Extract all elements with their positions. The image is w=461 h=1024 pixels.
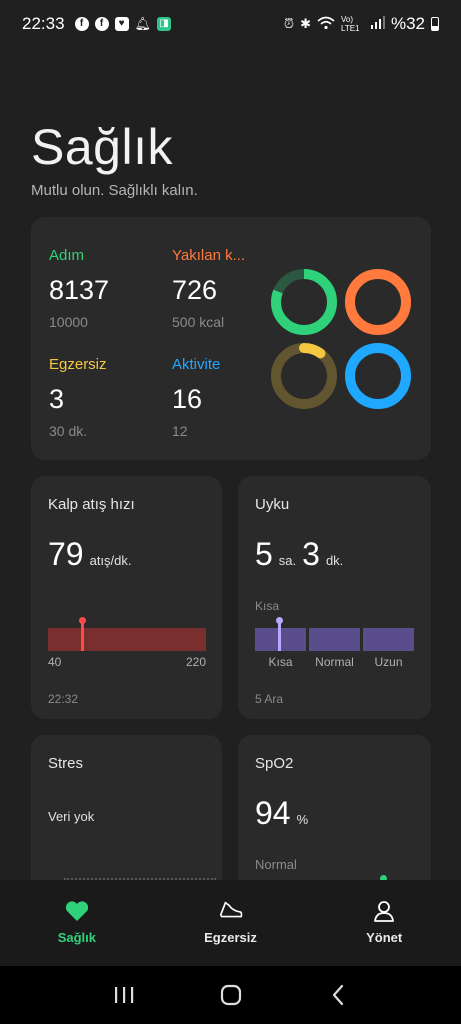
person-icon (371, 898, 397, 924)
heart-rate-time: 22:32 (48, 692, 79, 706)
spo2-status: Normal (255, 857, 297, 872)
calories-label: Yakılan k... (172, 247, 246, 264)
steps-label: Adım (49, 247, 85, 264)
battery-percent: %32 (390, 14, 425, 33)
spo2-unit: % (296, 812, 309, 827)
sleep-bar-long (363, 628, 414, 651)
activity-rings (271, 269, 411, 409)
heart-rate-value: 79 (48, 536, 84, 572)
exercise-value: 3 (49, 384, 65, 414)
sleep-hours: 5 (255, 536, 273, 572)
nav-tab-health[interactable]: Sağlık (0, 880, 154, 966)
heart-rate-card[interactable]: Kalp atış hızı 79 atış/dk. 40 220 22:32 (31, 476, 222, 719)
battery-icon (431, 17, 439, 31)
steps-value: 8137 (49, 275, 110, 305)
heart-rate-reading: 79 atış/dk. (48, 536, 132, 573)
home-icon[interactable] (216, 980, 246, 1010)
heart-rate-title: Kalp atış hızı (48, 496, 135, 513)
activity-goal: 12 (172, 423, 188, 439)
exercise-ring (271, 343, 337, 409)
heart-app-icon: ♥ (114, 17, 129, 31)
system-navigation-bar (0, 966, 461, 1024)
exercise-goal: 30 dk. (49, 423, 88, 439)
nav-label-exercise: Egzersiz (204, 930, 257, 945)
heart-rate-marker (79, 617, 87, 651)
activity-value: 16 (172, 384, 203, 414)
nav-tab-exercise[interactable]: Egzersiz (154, 880, 308, 966)
sleep-segment-normal: Normal (315, 655, 354, 669)
wifi-icon (317, 16, 335, 33)
shoe-icon (218, 898, 244, 924)
steps-metric: Adım 8137 10000 (49, 247, 139, 330)
stress-status: Veri yok (48, 809, 95, 824)
status-bar: 22:33 f f ♥ 🔔︎ ◨ ⏰︎ ✱ Vo) LTE1 %32 (0, 0, 461, 48)
nav-label-manage: Yönet (366, 930, 403, 945)
status-time: 22:33 (22, 14, 65, 33)
activity-ring (345, 343, 411, 409)
spo2-reading: 94 % (255, 795, 308, 832)
volte-label: Vo) LTE1 (340, 15, 360, 33)
signal-icon (370, 16, 385, 32)
bell-icon: 🔔︎ (134, 16, 152, 31)
sleep-current-label: Kısa (255, 599, 280, 613)
steps-ring (271, 269, 337, 335)
heart-rate-max: 220 (185, 655, 206, 669)
spo2-title: SpO2 (255, 755, 294, 772)
sleep-minutes: 3 (302, 536, 320, 572)
activity-label: Aktivite (172, 356, 221, 373)
recent-apps-icon[interactable] (109, 980, 139, 1010)
calories-metric: Yakılan k... 726 500 kcal (172, 247, 248, 330)
exercise-label: Egzersiz (49, 356, 107, 373)
sleep-card[interactable]: Uyku 5 sa. 3 dk. Kısa Kısa Normal Uzun 5… (238, 476, 431, 719)
stress-title: Stres (48, 755, 84, 772)
activity-metric: Aktivite 16 12 (172, 356, 262, 439)
alarm-icon: ⏰︎ (283, 16, 295, 31)
sleep-segment-short: Kısa (268, 655, 293, 669)
mi-fit-icon: ◨ (157, 17, 172, 31)
sleep-title: Uyku (255, 496, 290, 513)
sleep-hours-unit: sa. (278, 553, 297, 568)
heart-icon (64, 898, 90, 924)
sleep-segment-long: Uzun (374, 655, 403, 669)
nav-tab-manage[interactable]: Yönet (307, 880, 461, 966)
calories-value: 726 (172, 275, 218, 305)
page-subtitle: Mutlu olun. Sağlıklı kalın. (31, 182, 198, 199)
calories-goal: 500 kcal (172, 314, 225, 330)
bottom-navigation: Sağlık Egzersiz Yönet (0, 880, 461, 966)
spo2-value: 94 (255, 795, 291, 831)
activity-card[interactable]: Adım 8137 10000 Yakılan k... 726 500 kca… (31, 217, 431, 460)
sleep-minutes-unit: dk. (325, 553, 344, 568)
sleep-bar-normal (309, 628, 360, 651)
spo2-indicator-dot (380, 875, 387, 882)
exercise-metric: Egzersiz 3 30 dk. (49, 356, 139, 439)
page-title: Sağlık (31, 119, 173, 175)
sleep-date: 5 Ara (255, 692, 284, 706)
nav-label-health: Sağlık (57, 930, 96, 945)
heart-rate-unit: atış/dk. (89, 553, 132, 568)
back-icon[interactable] (323, 980, 353, 1010)
facebook-icon: f (74, 17, 89, 31)
heart-rate-range-bar (48, 628, 206, 651)
stress-placeholder-line (64, 878, 216, 880)
bluetooth-icon: ✱ (300, 16, 311, 31)
steps-goal: 10000 (49, 314, 88, 330)
sleep-range-bars (255, 628, 414, 651)
sleep-marker (276, 617, 283, 651)
facebook-icon: f (94, 17, 109, 31)
heart-rate-min: 40 (48, 655, 62, 669)
sleep-duration: 5 sa. 3 dk. (255, 536, 343, 573)
calories-ring (345, 269, 411, 335)
